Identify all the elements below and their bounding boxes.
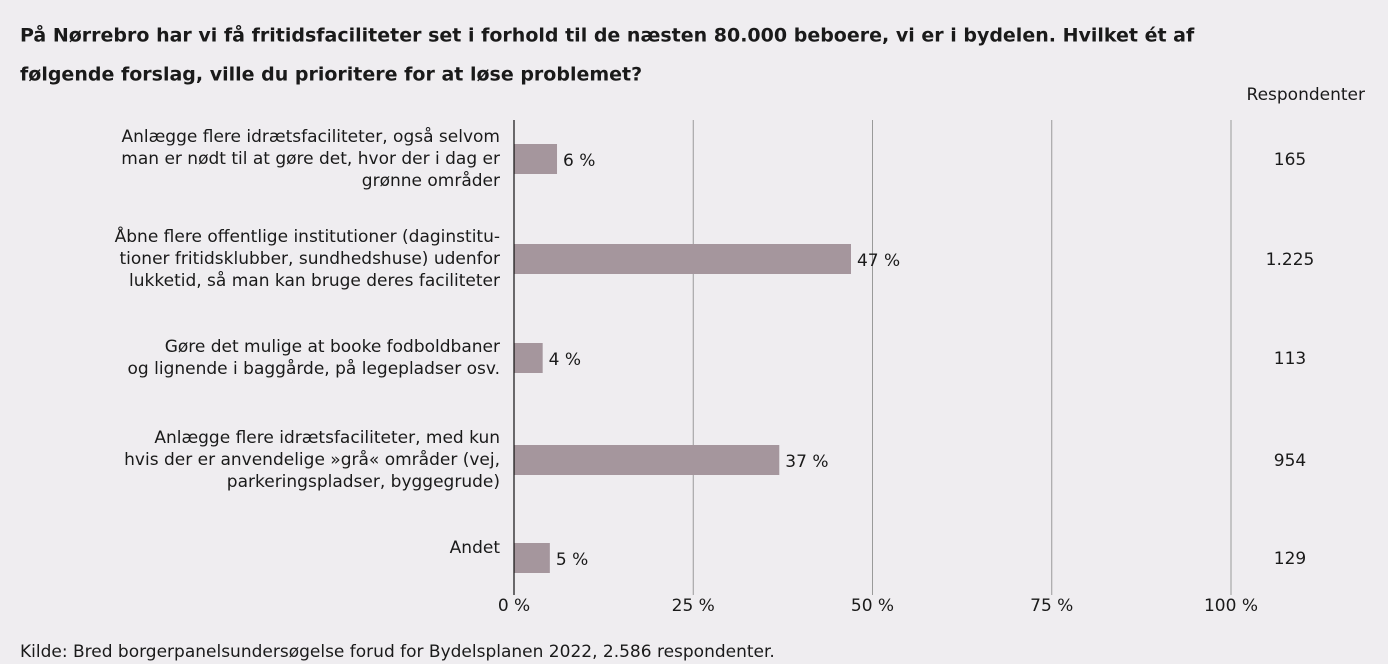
- value-label: 47 %: [857, 251, 900, 271]
- source-note: Kilde: Bred borgerpanelsundersøgelse for…: [20, 642, 775, 662]
- x-tick-label: 25 %: [672, 596, 715, 616]
- respondent-count: 954: [1274, 451, 1306, 471]
- respondent-count: 129: [1274, 549, 1306, 569]
- bar: [514, 244, 851, 274]
- column-header: Respondenter: [1247, 85, 1365, 105]
- bar: [514, 144, 558, 174]
- category-label: Andet: [450, 538, 501, 558]
- bar: [514, 343, 543, 373]
- category-label: Anlægge flere idrætsfaciliteter, også se…: [121, 126, 500, 191]
- x-tick-label: 0 %: [498, 596, 530, 616]
- respondent-count: 113: [1274, 349, 1306, 369]
- value-label: 4 %: [549, 350, 581, 370]
- bar: [514, 445, 780, 475]
- respondent-count: 165: [1274, 150, 1306, 170]
- x-tick-label: 100 %: [1204, 596, 1258, 616]
- value-label: 5 %: [556, 550, 588, 570]
- value-label: 37 %: [785, 452, 828, 472]
- chart-title: følgende forslag, ville du prioritere fo…: [20, 64, 642, 86]
- chart-title: På Nørrebro har vi få fritidsfaciliteter…: [20, 23, 1195, 47]
- category-label: Anlægge flere idrætsfaciliteter, med kun…: [124, 428, 500, 492]
- x-tick-label: 50 %: [851, 596, 894, 616]
- x-tick-label: 75 %: [1030, 596, 1073, 616]
- category-label: Gøre det mulige at booke fodboldbaner og …: [128, 337, 500, 379]
- value-label: 6 %: [563, 151, 595, 171]
- respondent-count: 1.225: [1266, 250, 1315, 270]
- bar: [514, 543, 550, 573]
- category-label: Åbne flere offentlige institutioner (dag…: [115, 225, 500, 291]
